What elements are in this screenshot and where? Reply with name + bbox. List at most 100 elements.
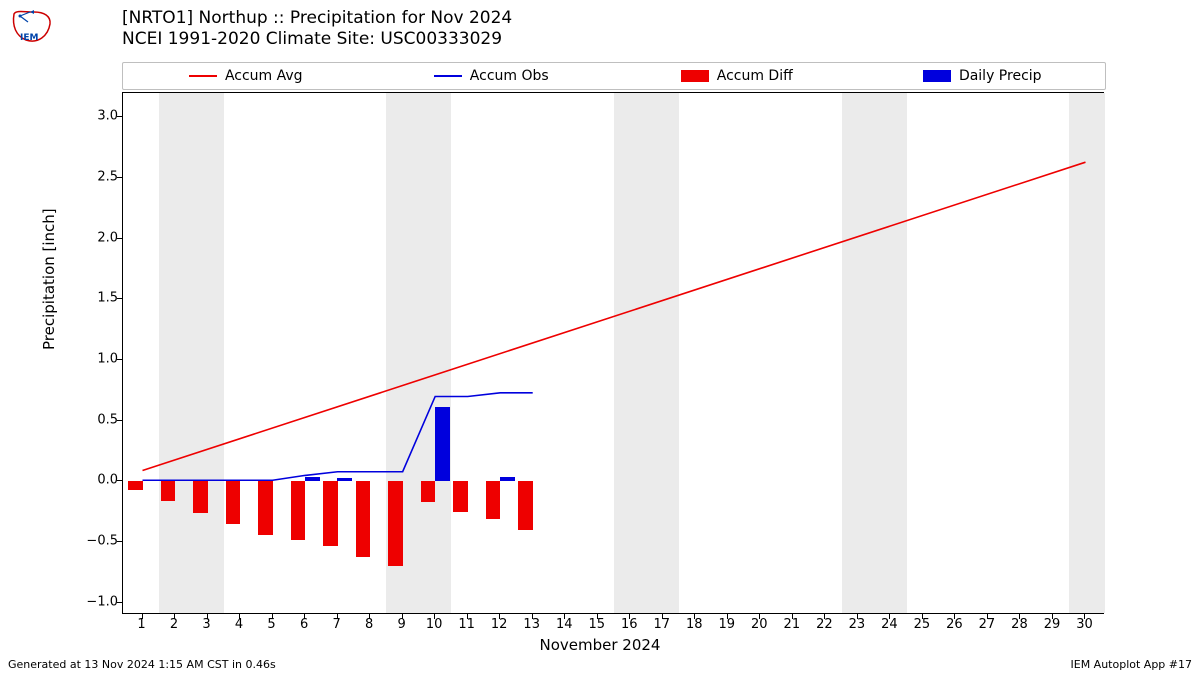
legend-item: Accum Diff (614, 68, 860, 84)
ytick-label: 2.0 (58, 230, 118, 245)
chart-title-line1: [NRTO1] Northup :: Precipitation for Nov… (122, 8, 512, 29)
legend-label: Accum Avg (225, 68, 303, 84)
ytick-mark (117, 177, 122, 178)
xtick-label: 6 (300, 617, 308, 632)
xtick-mark (207, 614, 208, 619)
xtick-mark (369, 614, 370, 619)
xtick-label: 5 (267, 617, 275, 632)
ytick-mark (117, 480, 122, 481)
legend-rect-swatch (681, 70, 709, 82)
xtick-label: 22 (816, 617, 833, 632)
ytick-mark (117, 298, 122, 299)
legend-item: Accum Obs (369, 68, 615, 84)
xtick-label: 30 (1076, 617, 1093, 632)
xtick-mark (1019, 614, 1020, 619)
ytick-mark (117, 541, 122, 542)
legend-label: Daily Precip (959, 68, 1042, 84)
legend-label: Accum Diff (717, 68, 793, 84)
xtick-label: 7 (332, 617, 340, 632)
xtick-label: 28 (1011, 617, 1028, 632)
xtick-mark (272, 614, 273, 619)
footer-generated-text: Generated at 13 Nov 2024 1:15 AM CST in … (8, 658, 276, 671)
xtick-mark (922, 614, 923, 619)
xtick-label: 16 (621, 617, 638, 632)
chart-title-line2: NCEI 1991-2020 Climate Site: USC00333029 (122, 29, 512, 50)
xtick-label: 27 (979, 617, 996, 632)
xtick-mark (759, 614, 760, 619)
xtick-label: 11 (458, 617, 475, 632)
xtick-mark (792, 614, 793, 619)
xtick-mark (564, 614, 565, 619)
xtick-label: 10 (426, 617, 443, 632)
xtick-mark (304, 614, 305, 619)
xtick-mark (174, 614, 175, 619)
xtick-label: 2 (170, 617, 178, 632)
xtick-mark (337, 614, 338, 619)
ytick-mark (117, 602, 122, 603)
xtick-mark (499, 614, 500, 619)
xtick-label: 19 (719, 617, 736, 632)
ytick-mark (117, 359, 122, 360)
lines-layer (123, 93, 1105, 615)
xtick-label: 18 (686, 617, 703, 632)
xtick-label: 3 (202, 617, 210, 632)
xtick-mark (629, 614, 630, 619)
xtick-label: 23 (849, 617, 866, 632)
xtick-label: 29 (1044, 617, 1061, 632)
legend-item: Daily Precip (860, 68, 1106, 84)
ytick-mark (117, 420, 122, 421)
ytick-mark (117, 238, 122, 239)
xtick-label: 25 (914, 617, 931, 632)
xtick-mark (1084, 614, 1085, 619)
ytick-mark (117, 116, 122, 117)
chart-title: [NRTO1] Northup :: Precipitation for Nov… (122, 8, 512, 51)
plot-area (122, 92, 1104, 614)
xtick-label: 1 (137, 617, 145, 632)
xtick-mark (1052, 614, 1053, 619)
legend: Accum Avg Accum Obs Accum Diff Daily Precip (122, 62, 1106, 90)
xtick-mark (597, 614, 598, 619)
xtick-mark (662, 614, 663, 619)
ytick-label: 0.5 (58, 412, 118, 427)
ytick-label: −0.5 (58, 534, 118, 549)
ytick-label: 1.5 (58, 291, 118, 306)
xtick-label: 21 (784, 617, 801, 632)
legend-line-swatch (434, 75, 462, 77)
footer-app-text: IEM Autoplot App #17 (1071, 658, 1193, 671)
x-axis-label: November 2024 (0, 636, 1200, 654)
xtick-label: 13 (523, 617, 540, 632)
xtick-mark (694, 614, 695, 619)
y-axis-label: Precipitation [inch] (40, 208, 58, 350)
xtick-label: 4 (235, 617, 243, 632)
xtick-mark (402, 614, 403, 619)
xtick-label: 17 (653, 617, 670, 632)
xtick-label: 14 (556, 617, 573, 632)
legend-label: Accum Obs (470, 68, 549, 84)
ytick-label: 2.5 (58, 169, 118, 184)
xtick-mark (727, 614, 728, 619)
svg-text:IEM: IEM (20, 33, 38, 43)
legend-line-swatch (189, 75, 217, 77)
ytick-label: −1.0 (58, 594, 118, 609)
xtick-label: 20 (751, 617, 768, 632)
xtick-label: 8 (365, 617, 373, 632)
xtick-mark (467, 614, 468, 619)
legend-rect-swatch (923, 70, 951, 82)
xtick-mark (532, 614, 533, 619)
xtick-label: 26 (946, 617, 963, 632)
xtick-label: 9 (398, 617, 406, 632)
xtick-mark (434, 614, 435, 619)
xtick-mark (239, 614, 240, 619)
xtick-mark (857, 614, 858, 619)
xtick-mark (954, 614, 955, 619)
xtick-mark (889, 614, 890, 619)
ytick-label: 1.0 (58, 352, 118, 367)
xtick-label: 15 (588, 617, 605, 632)
xtick-mark (824, 614, 825, 619)
ytick-label: 0.0 (58, 473, 118, 488)
xtick-label: 24 (881, 617, 898, 632)
xtick-label: 12 (491, 617, 508, 632)
xtick-mark (142, 614, 143, 619)
accum-avg-line (143, 162, 1086, 470)
legend-item: Accum Avg (123, 68, 369, 84)
